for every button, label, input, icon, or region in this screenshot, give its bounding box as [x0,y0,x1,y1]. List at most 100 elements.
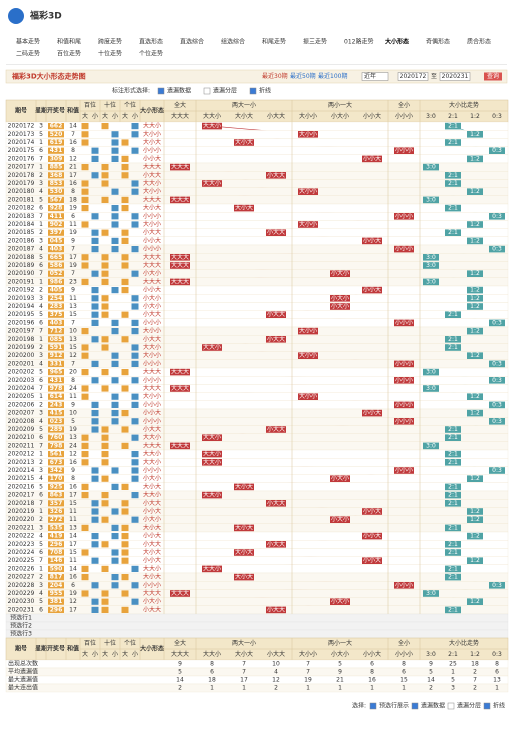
big-cell [101,295,109,302]
table-row [5,523,509,533]
ratio-mark [445,450,461,458]
number: 397 [50,229,63,236]
bottom-option[interactable]: 预选行展示 [379,702,409,710]
nav-link[interactable]: 和尾走势 [262,38,286,46]
nav-link[interactable]: 直选综合 [180,38,204,46]
number: 272 [50,516,63,523]
range-link[interactable]: 最近30期 [262,72,288,80]
bottom-option[interactable]: 遗漏数据 [421,702,445,710]
table-row [5,171,509,180]
sum: 7 [71,131,75,138]
big-cell [121,590,129,597]
number: 662 [50,123,63,130]
small-cell [131,328,139,335]
small-cell [91,311,99,318]
to-text[interactable]: 2020231 [442,73,469,80]
issue: 2020175 [8,147,35,154]
nav-link[interactable]: 振三走势 [303,38,327,46]
preselect-label[interactable]: 预选行2 [10,622,32,630]
ratio-text: 2:1 [448,524,458,531]
header-sub: 小 [92,650,98,658]
small-cell [111,401,119,408]
ratio-text: 1:2 [470,557,480,564]
ratio-text: 0:3 [492,401,502,408]
big-cell [121,574,129,581]
small-cell [111,328,119,335]
ratio-mark [467,508,483,515]
bottom-option[interactable]: 遗漏分层 [457,702,481,710]
table-row [5,597,509,606]
ratio-mark [445,459,461,466]
small-cell [91,418,99,425]
number: 357 [50,500,63,507]
nav-link[interactable]: 奇偶形态 [426,38,450,46]
sum: 16 [69,139,77,146]
nav-link[interactable]: 二码走势 [16,50,40,58]
issue: 2020193 [8,295,35,302]
shape: 大大小 [143,491,161,499]
number-bg [48,328,64,335]
sum: 11 [69,508,77,515]
range-select-text[interactable]: 近年 [364,72,376,80]
stats-value: 18 [208,677,216,684]
issue: 2020231 [8,606,35,613]
number: 853 [50,180,63,187]
range-link[interactable]: 最近100期 [318,72,347,80]
from-text[interactable]: 2020172 [400,73,427,80]
shape: 小大大 [143,540,161,548]
option-text[interactable]: 遗漏分层 [213,87,237,95]
preselect-label[interactable]: 预选行3 [10,630,32,638]
nav-link[interactable]: 跨度走势 [98,38,122,46]
form-mark [394,213,414,220]
small-cell [131,516,139,523]
header-sub: 小大大 [267,112,285,120]
nav-link[interactable]: 基本走势 [16,38,40,46]
sum: 11 [69,295,77,302]
nav-link[interactable]: 直选形态 [139,38,163,46]
nav-link[interactable]: 个位走势 [139,50,163,58]
issue: 2020181 [8,196,35,203]
nav-link[interactable]: 质合形态 [467,38,491,46]
number-bg [48,270,64,277]
nav-link[interactable]: 百位走势 [57,50,81,58]
week: 3 [39,582,43,589]
stats-value: 2 [178,685,182,692]
small-cell [131,492,139,499]
nav-link[interactable]: 大小形态 [385,38,409,46]
query-text[interactable]: 查询 [487,72,499,80]
option-text[interactable]: 折线 [259,87,271,95]
number-bg [48,303,64,310]
shape: 大大小 [143,433,161,441]
nav-link[interactable]: 012路走势 [344,38,373,46]
preselect-label[interactable]: 预选行1 [10,614,32,622]
bottom-option[interactable]: 折线 [493,702,505,710]
preselect-row [5,621,509,631]
shape: 大大大 [143,441,161,449]
sum: 23 [69,278,77,285]
nav-link[interactable]: 和值和尾 [57,38,81,46]
nav-link[interactable]: 组选综合 [221,38,245,46]
form-text: 大小大 [235,523,253,531]
option-text[interactable]: 遗漏数据 [167,87,191,95]
big-cell [121,533,129,540]
small-cell [131,131,139,138]
big-cell [101,164,109,171]
form-text: 大小小 [299,220,317,228]
week: 2 [39,401,43,408]
stats-value: 21 [336,677,344,684]
ratio-text: 2:1 [448,311,458,318]
shape: 大大大 [143,589,161,597]
ratio-text: 2:1 [448,483,458,490]
ratio-mark [445,180,461,187]
nav-link[interactable]: 十位走势 [98,50,122,58]
sum: 17 [69,541,77,548]
table-row [5,515,509,524]
ratio-mark [445,336,461,343]
ratio-mark [423,262,439,269]
form-text: 小大小 [331,269,349,277]
number: 561 [50,451,63,458]
form-mark [170,254,190,261]
range-link[interactable]: 最近50期 [290,72,316,80]
issue: 2020190 [8,270,35,277]
issue: 2020187 [8,246,35,253]
